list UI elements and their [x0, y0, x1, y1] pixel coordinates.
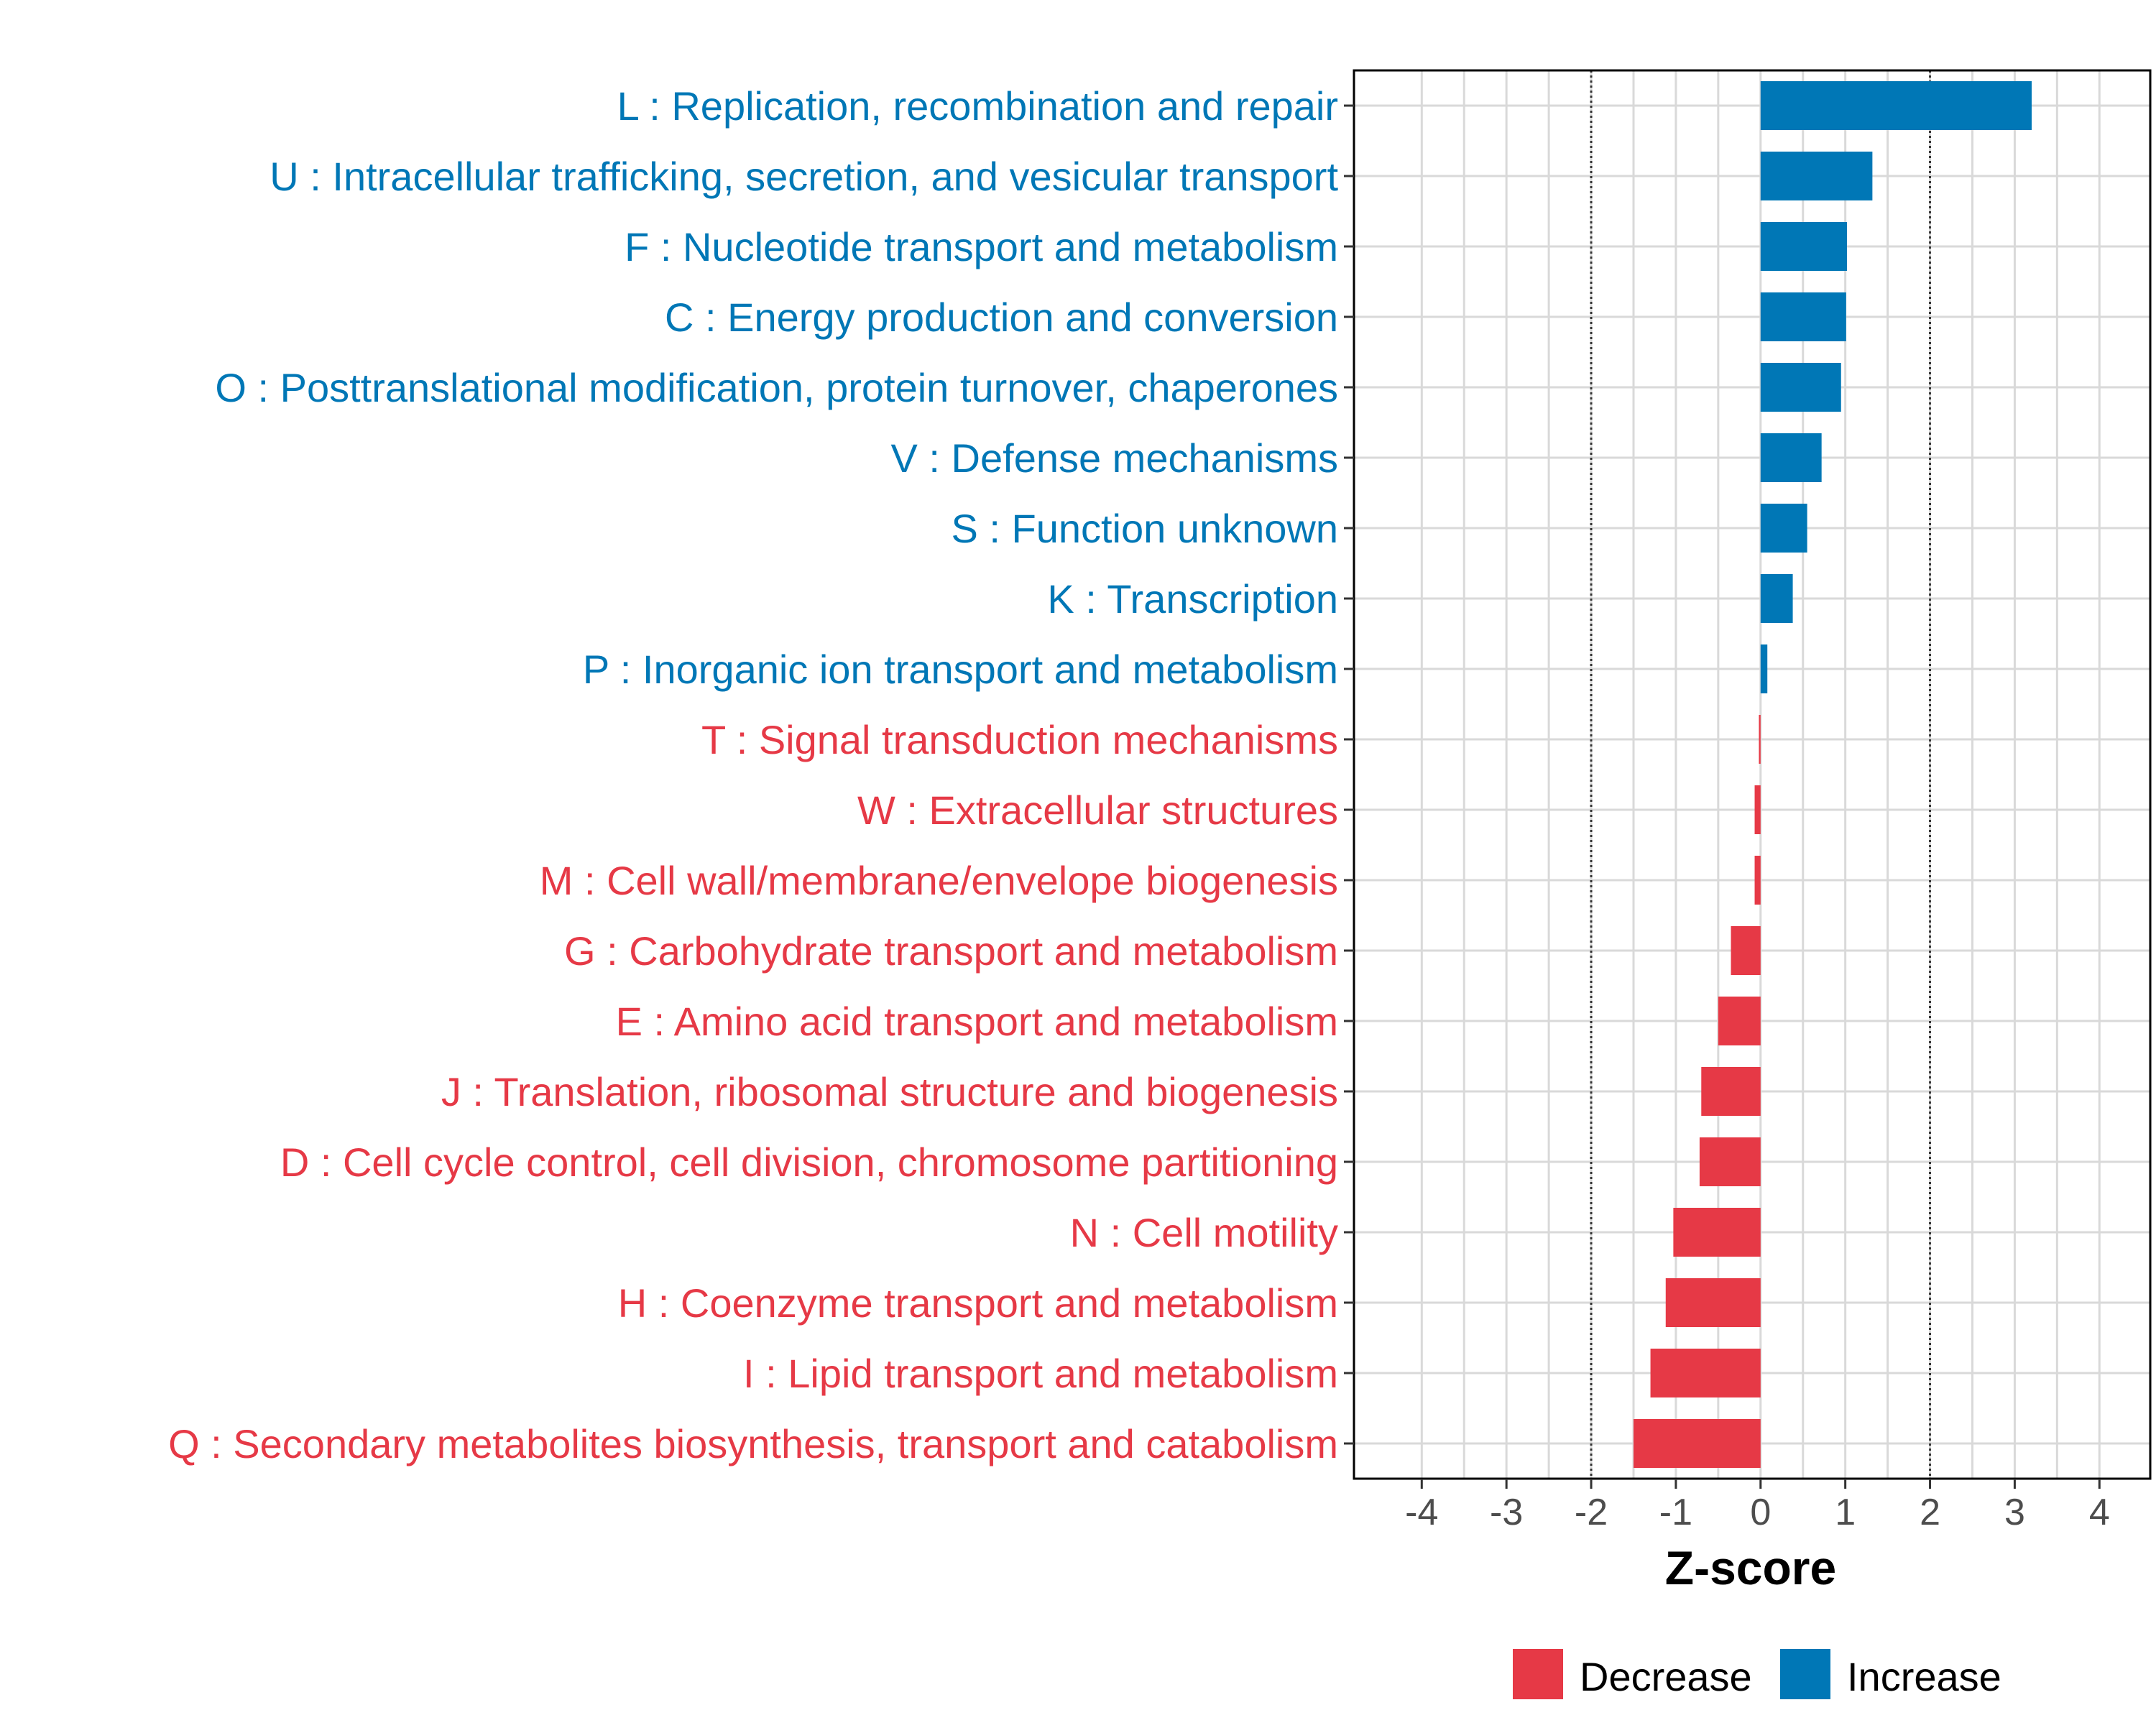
- category-label: W : Extracellular structures: [857, 787, 1338, 833]
- x-tick-label: -3: [1490, 1492, 1523, 1533]
- bar: [1650, 1349, 1761, 1397]
- bar: [1731, 926, 1761, 975]
- category-label: V : Defense mechanisms: [891, 435, 1338, 481]
- x-tick-label: 2: [1920, 1492, 1940, 1533]
- category-label: N : Cell motility: [1070, 1210, 1338, 1255]
- bar: [1760, 644, 1768, 693]
- category-label: Q : Secondary metabolites biosynthesis, …: [168, 1421, 1338, 1466]
- category-label: K : Transcription: [1047, 576, 1338, 622]
- legend: Decrease Increase: [1513, 1649, 2001, 1699]
- tick-layer: -4 -3 -2 -1 0 1 2 3 4: [1344, 104, 2110, 1533]
- x-tick-label: -2: [1575, 1492, 1608, 1533]
- category-label: I : Lipid transport and metabolism: [743, 1351, 1338, 1396]
- category-label: U : Intracellular trafficking, secretion…: [270, 154, 1338, 199]
- category-label: F : Nucleotide transport and metabolism: [625, 224, 1338, 269]
- x-tick-label: -1: [1659, 1492, 1692, 1533]
- category-label: E : Amino acid transport and metabolism: [616, 999, 1338, 1044]
- bar: [1760, 433, 1822, 482]
- category-label: L : Replication, recombination and repai…: [617, 83, 1338, 129]
- plot-frame: [1353, 69, 2152, 1480]
- category-label: O : Posttranslational modification, prot…: [215, 365, 1338, 410]
- category-label: P : Inorganic ion transport and metaboli…: [583, 647, 1338, 692]
- bar: [1699, 1137, 1761, 1186]
- category-label-layer: L : Replication, recombination and repai…: [168, 83, 1338, 1466]
- category-label: G : Carbohydrate transport and metabolis…: [564, 928, 1338, 974]
- category-label: C : Energy production and conversion: [665, 295, 1338, 340]
- bar: [1760, 504, 1807, 553]
- bar: [1718, 997, 1761, 1045]
- bar: [1673, 1208, 1761, 1257]
- bar: [1633, 1419, 1761, 1468]
- category-label: M : Cell wall/membrane/envelope biogenes…: [540, 858, 1338, 903]
- category-label: S : Function unknown: [951, 506, 1338, 551]
- bar: [1760, 574, 1793, 623]
- legend-label-decrease: Decrease: [1580, 1654, 1752, 1699]
- x-tick-label: -4: [1405, 1492, 1438, 1533]
- legend-swatch-increase: [1780, 1649, 1830, 1699]
- bar: [1760, 81, 2032, 130]
- x-tick-label: 0: [1750, 1492, 1771, 1533]
- bar: [1754, 785, 1761, 834]
- bar: [1701, 1067, 1761, 1116]
- x-tick-label: 4: [2089, 1492, 2110, 1533]
- bar: [1760, 222, 1848, 271]
- bar: [1759, 715, 1761, 764]
- legend-swatch-decrease: [1513, 1649, 1563, 1699]
- x-axis-title: Z-score: [1665, 1541, 1836, 1594]
- bar: [1760, 292, 1846, 341]
- bar-layer: [1633, 81, 2032, 1468]
- bar: [1760, 363, 1841, 412]
- category-label: T : Signal transduction mechanisms: [701, 717, 1338, 762]
- x-tick-label: 3: [2004, 1492, 2025, 1533]
- category-label: J : Translation, ribosomal structure and…: [441, 1069, 1338, 1114]
- legend-label-increase: Increase: [1847, 1654, 2001, 1699]
- bar: [1665, 1278, 1761, 1327]
- x-tick-label: 1: [1835, 1492, 1856, 1533]
- bar: [1754, 856, 1761, 905]
- grid-layer: [1354, 70, 2150, 1479]
- category-label: D : Cell cycle control, cell division, c…: [280, 1140, 1338, 1185]
- bar: [1760, 152, 1873, 200]
- threshold-layer: [1590, 70, 1932, 1479]
- category-label: H : Coenzyme transport and metabolism: [618, 1280, 1338, 1326]
